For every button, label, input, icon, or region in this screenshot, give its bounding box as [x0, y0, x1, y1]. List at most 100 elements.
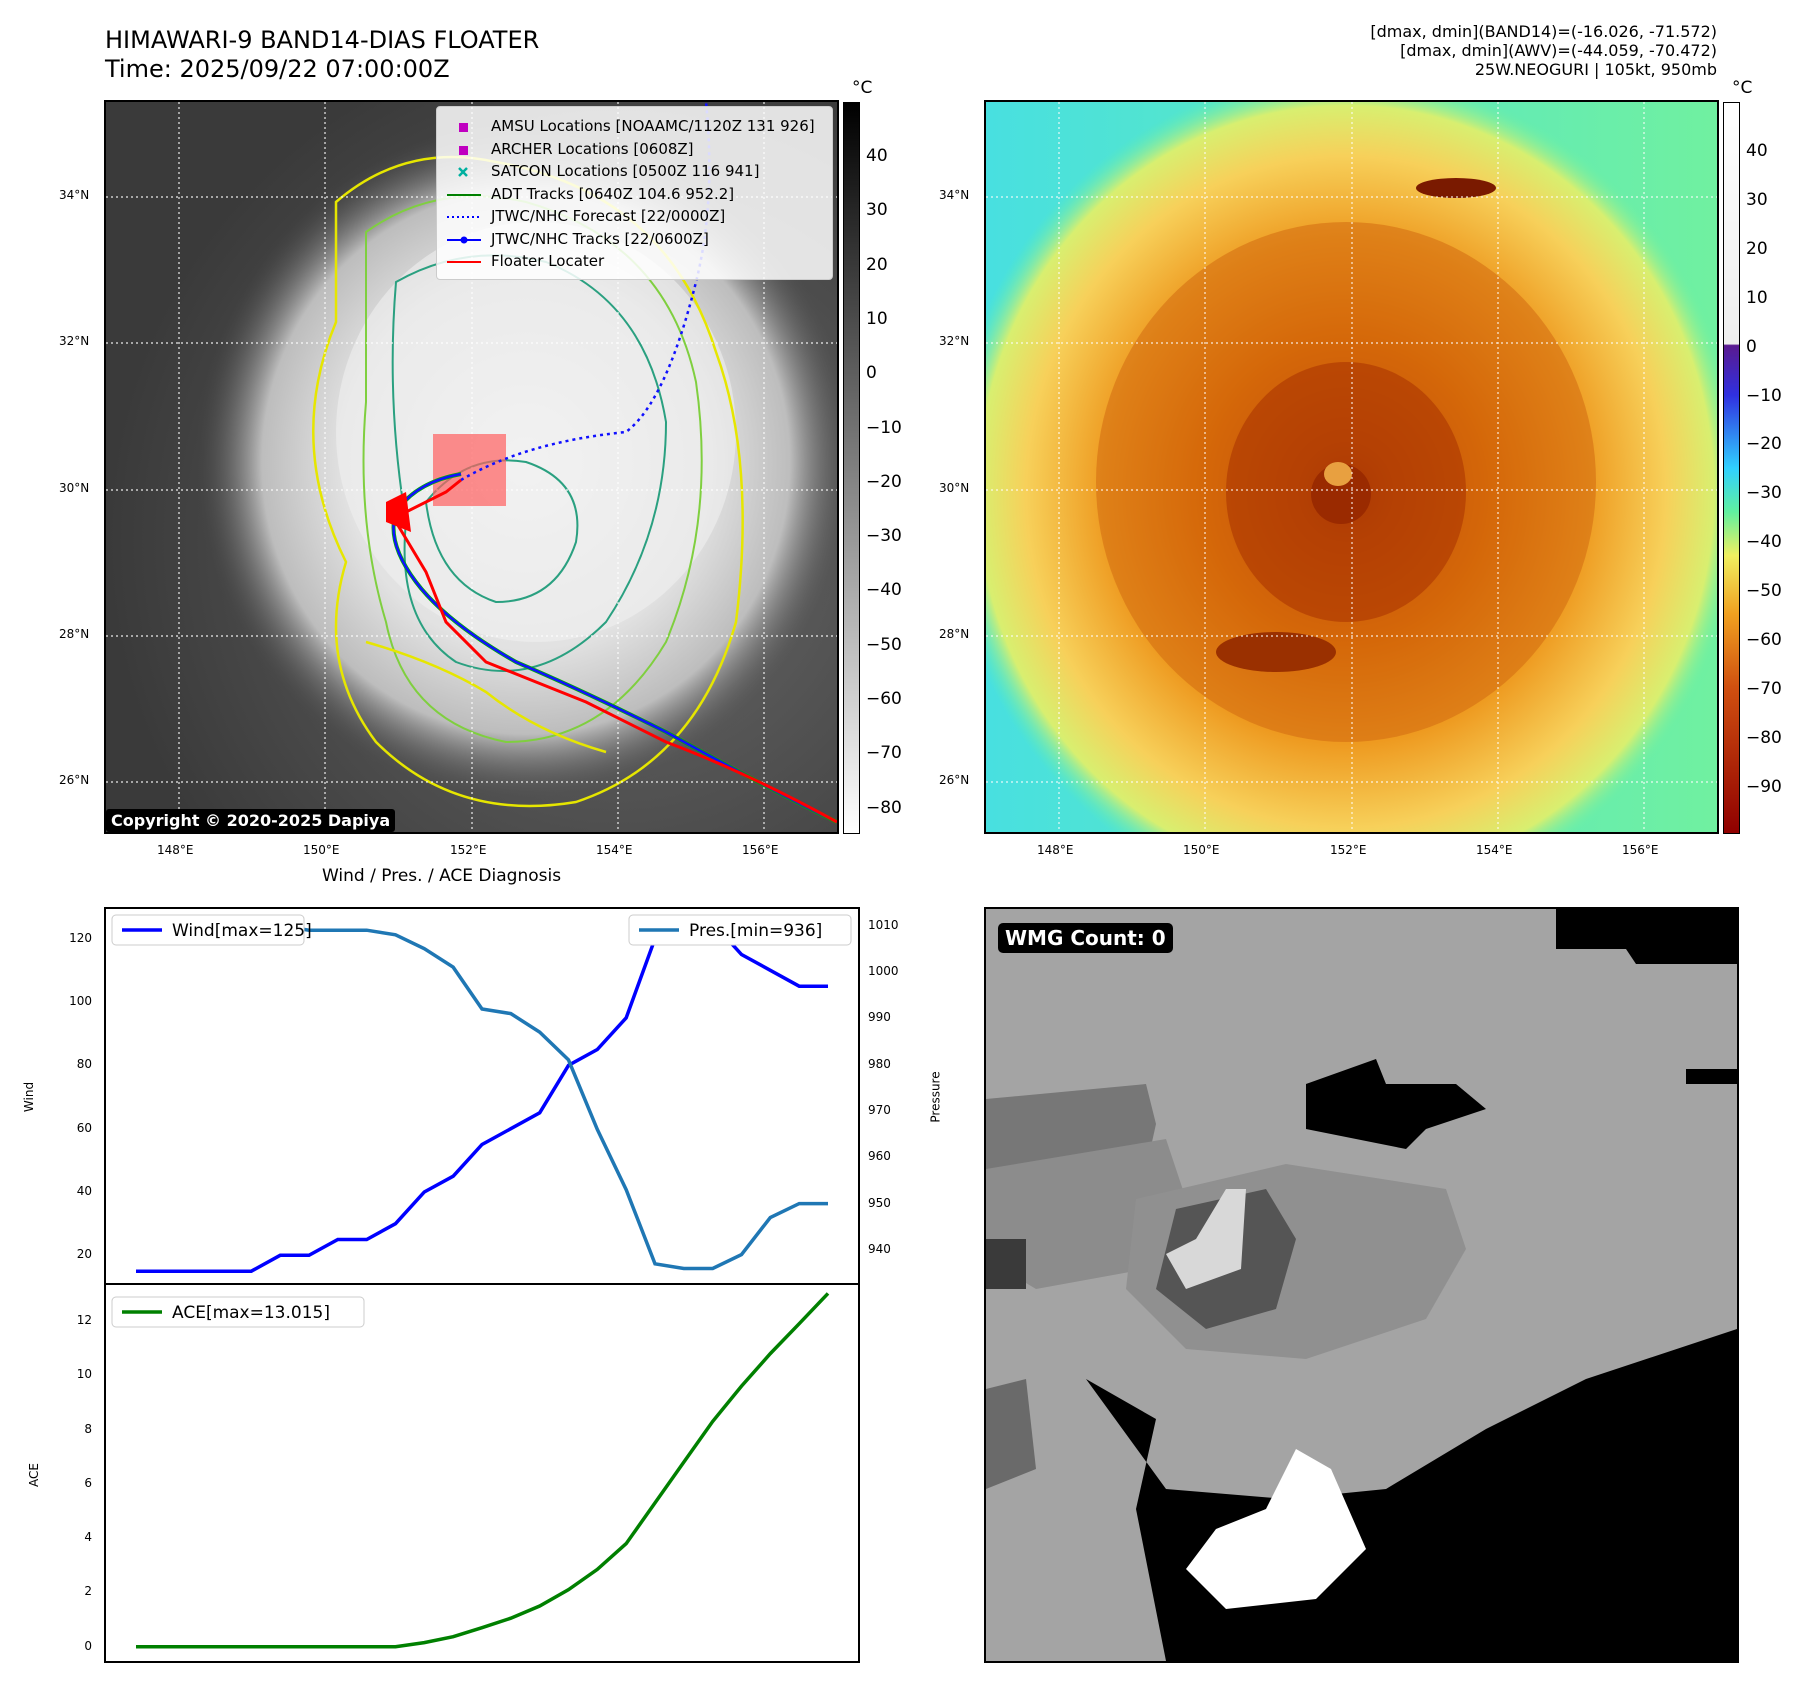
ace-axis-label: ACE: [26, 1463, 41, 1487]
wmg-panel: WMG Count: 0: [984, 907, 1739, 1663]
enhanced-colorbar-tick: 40: [1746, 141, 1768, 161]
legend-swatch-icon: [447, 236, 481, 243]
y2-tick-label: 960: [868, 1149, 891, 1164]
y2-tick-label: 940: [868, 1241, 891, 1256]
wmg-image: [986, 909, 1737, 1661]
legend-entry: Floater Locater: [445, 252, 825, 272]
y-tick-label: 6: [84, 1475, 92, 1490]
y-tick-label: 2: [84, 1584, 92, 1599]
enhanced-colorbar-tick: 10: [1746, 287, 1768, 308]
latitude-tick: 34°N: [939, 188, 970, 202]
legend-entry: JTWC/NHC Tracks [22/0600Z]: [445, 230, 825, 250]
plot-area: [104, 1283, 860, 1663]
chart-legend-label: Pres.[min=936]: [689, 921, 822, 941]
ir-colorbar-tick: 30: [866, 200, 888, 221]
ir-colorbar: [843, 102, 860, 834]
latitude-tick: 28°N: [939, 627, 970, 641]
series-line: [136, 1292, 830, 1649]
legend-swatch-icon: [459, 145, 468, 155]
y-tick-label: 40: [76, 1184, 92, 1198]
legend-swatch-icon: [458, 167, 468, 177]
enhanced-colorbar-tick: −40: [1746, 532, 1782, 553]
legend-entry-label: SATCON Locations [0500Z 116 941]: [491, 162, 760, 180]
y-tick-label: 20: [76, 1247, 92, 1262]
title-line-1: HIMAWARI-9 BAND14-DIAS FLOATER: [105, 26, 540, 54]
enhanced-colorbar-tick: −80: [1746, 727, 1782, 748]
chart-legend: [628, 914, 852, 946]
storm-info: [dmax, dmin](BAND14)=(-16.026, -71.572) …: [1370, 22, 1717, 79]
latitude-tick: 32°N: [59, 334, 90, 348]
longitude-tick: 154°E: [1476, 843, 1513, 857]
legend-entry: JTWC/NHC Forecast [22/0000Z]: [445, 207, 825, 227]
ir-colorbar-tick: 0: [866, 363, 877, 384]
ir-map-panel: AMSU Locations [NOAAMC/1120Z 131 926] ARC…: [104, 100, 839, 834]
latitude-tick: 34°N: [59, 188, 90, 202]
enhanced-colorbar-tick: 30: [1746, 189, 1768, 210]
y-tick-label: 80: [76, 1057, 92, 1072]
wind-axis-label: Wind: [22, 1081, 37, 1113]
info-band14: [dmax, dmin](BAND14)=(-16.026, -71.572): [1370, 22, 1717, 41]
wind-pressure-chart: Wind[max=125] Pres.[min=936]: [104, 907, 860, 1287]
legend-entry-label: ADT Tracks [0640Z 104.6 952.2]: [491, 184, 735, 203]
enhanced-colorbar-tick: −10: [1746, 385, 1782, 406]
longitude-tick: 156°E: [742, 843, 779, 857]
enhanced-colorbar: [1723, 102, 1740, 834]
title-line-2: Time: 2025/09/22 07:00:00Z: [105, 55, 450, 83]
longitude-tick: 154°E: [596, 843, 633, 857]
y-tick-label: 0: [84, 1638, 92, 1653]
diagnosis-title: Wind / Pres. / ACE Diagnosis: [322, 866, 562, 886]
legend-entry-label: ARCHER Locations [0608Z]: [491, 139, 694, 158]
enhanced-map-panel: [984, 100, 1719, 834]
legend-swatch-icon: [459, 123, 468, 132]
y-tick-label: 4: [84, 1530, 92, 1545]
chart-legend-label: ACE[max=13.015]: [172, 1303, 330, 1323]
legend-swatch-icon: [447, 216, 481, 218]
y2-tick-label: 1000: [868, 963, 899, 978]
ir-colorbar-tick: −80: [866, 797, 902, 818]
y-tick-label: 120: [69, 930, 92, 945]
legend-swatch-icon: [447, 261, 481, 263]
y2-tick-label: 950: [868, 1195, 891, 1210]
ace-chart: ACE[max=13.015]: [104, 1283, 860, 1663]
y-tick-label: 10: [76, 1367, 92, 1382]
chart-legend-label: Wind[max=125]: [172, 921, 312, 941]
latitude-tick: 32°N: [939, 334, 970, 348]
pressure-axis-label: Pressure: [928, 1071, 943, 1123]
ir-colorbar-tick: −50: [866, 634, 902, 655]
ir-legend: AMSU Locations [NOAAMC/1120Z 131 926] ARC…: [436, 106, 833, 280]
ir-colorbar-tick: −10: [866, 417, 902, 438]
chart-legend: [111, 1296, 365, 1328]
longitude-tick: 150°E: [1183, 843, 1220, 857]
y2-tick-label: 970: [868, 1102, 891, 1117]
ir-colorbar-tick: −70: [866, 743, 902, 764]
enhanced-colorbar-tick: −30: [1746, 483, 1782, 504]
enhanced-colorbar-tick: −50: [1746, 581, 1782, 602]
longitude-tick: 150°E: [303, 843, 340, 857]
ir-colorbar-tick: 20: [866, 254, 888, 275]
ir-colorbar-tick: −30: [866, 526, 902, 547]
ir-colorbar-tick: −20: [866, 471, 902, 492]
legend-entry: AMSU Locations [NOAAMC/1120Z 131 926]: [445, 117, 825, 137]
y-tick-label: 8: [84, 1421, 92, 1436]
legend-entry: ARCHER Locations [0608Z]: [445, 140, 825, 160]
y-tick-label: 100: [69, 994, 92, 1008]
ir-colorbar-unit: °C: [852, 78, 873, 98]
legend-swatch-icon: [447, 193, 481, 196]
info-storm: 25W.NEOGURI | 105kt, 950mb: [1474, 60, 1717, 79]
enhanced-colorbar-tick: −90: [1746, 776, 1782, 797]
legend-entry-label: JTWC/NHC Tracks [22/0600Z]: [491, 229, 709, 248]
enhanced-colorbar-tick: 0: [1746, 336, 1757, 357]
y2-tick-label: 1010: [868, 917, 899, 932]
legend-entry: ADT Tracks [0640Z 104.6 952.2]: [445, 185, 825, 205]
ir-colorbar-tick: −60: [866, 689, 902, 709]
enhanced-colorbar-tick: −20: [1746, 434, 1782, 455]
enhanced-colorbar-tick: 20: [1746, 238, 1768, 259]
y2-tick-label: 980: [868, 1056, 891, 1071]
longitude-tick: 152°E: [450, 843, 487, 857]
longitude-tick: 148°E: [157, 843, 194, 857]
latitude-tick: 26°N: [59, 773, 90, 787]
latitude-tick: 30°N: [939, 481, 970, 495]
longitude-tick: 148°E: [1037, 843, 1074, 857]
enhanced-colorbar-tick: −70: [1746, 678, 1782, 699]
longitude-tick: 152°E: [1330, 843, 1367, 857]
